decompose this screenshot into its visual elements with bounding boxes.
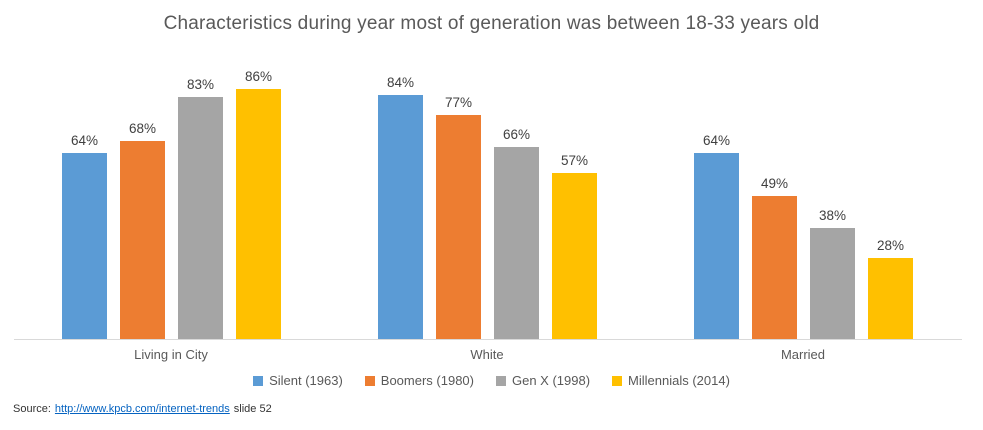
bar-boomers-1980 <box>120 141 165 339</box>
legend-item-boomers-1980: Boomers (1980) <box>364 373 474 388</box>
legend-swatch-icon <box>612 375 623 386</box>
source-link[interactable]: http://www.kpcb.com/internet-trends <box>54 403 230 415</box>
bar-cell: 77% <box>436 48 481 339</box>
legend-label: Gen X (1998) <box>512 373 591 388</box>
bar-cell: 68% <box>120 48 165 339</box>
bar-group-0: 64% 68% 83% 86% <box>62 48 281 339</box>
bar-cell: 64% <box>694 48 739 339</box>
bar-cell: 84% <box>378 48 423 339</box>
bar-data-label: 57% <box>560 153 589 169</box>
bar-data-label: 64% <box>70 132 99 148</box>
chart-title: Characteristics during year most of gene… <box>163 13 820 34</box>
bar-data-label: 77% <box>444 94 473 110</box>
bar-group-1: 84% 77% 66% 57% <box>378 48 597 339</box>
bar-data-label: 38% <box>818 208 847 224</box>
bar-gen-x-1998 <box>178 97 223 339</box>
bar-cell: 57% <box>552 48 597 339</box>
bar-silent-1963 <box>694 152 739 339</box>
category-label-white: White <box>470 347 504 362</box>
bar-data-label: 49% <box>760 176 789 192</box>
bar-millennials-2014 <box>236 88 281 339</box>
chart-legend: Silent (1963) Boomers (1980) Gen X (1998) M… <box>0 373 983 388</box>
bar-millennials-2014 <box>868 257 913 339</box>
bar-cell: 28% <box>868 48 913 339</box>
legend-item-gen-x-1998: Gen X (1998) <box>496 373 590 388</box>
bar-cell: 49% <box>752 48 797 339</box>
category-label-married: Married <box>780 347 826 362</box>
bar-group-2: 64% 49% 38% 28% <box>694 48 913 339</box>
bar-data-label: 68% <box>128 121 157 137</box>
bar-data-label: 64% <box>702 132 731 148</box>
legend-swatch-icon <box>364 375 375 386</box>
legend-label: Boomers (1980) <box>380 373 474 388</box>
bar-data-label: 86% <box>244 68 273 84</box>
legend-label: Millennials (2014) <box>628 373 730 388</box>
legend-swatch-icon <box>496 375 506 386</box>
bar-cell: 83% <box>178 48 223 339</box>
bar-silent-1963 <box>62 152 107 339</box>
bar-cell: 86% <box>236 48 281 339</box>
bar-data-label: 83% <box>186 77 215 93</box>
legend-item-millennials-2014: Millennials (2014) <box>612 373 730 388</box>
legend-label: Silent (1963) <box>269 373 343 388</box>
legend-item-silent-1963: Silent (1963) <box>253 373 343 388</box>
plot-area: 64% 68% 83% 86% 84% 77% 66% 57% 64% 49% 38% 28% <box>14 48 962 340</box>
bar-gen-x-1998 <box>494 146 539 339</box>
legend-swatch-icon <box>253 375 264 386</box>
bar-gen-x-1998 <box>810 228 855 339</box>
bar-millennials-2014 <box>552 173 597 339</box>
bar-cell: 66% <box>494 48 539 339</box>
source-suffix: slide 52 <box>233 403 272 415</box>
bar-silent-1963 <box>378 94 423 339</box>
source-line: Source: http://www.kpcb.com/internet-tren… <box>13 403 272 415</box>
category-label-living-in-city: Living in City <box>134 347 208 362</box>
bar-boomers-1980 <box>752 196 797 339</box>
bar-data-label: 28% <box>876 237 905 253</box>
source-prefix: Source: <box>13 403 51 415</box>
x-axis-category-labels: Living in City White Married <box>14 347 962 365</box>
bar-data-label: 84% <box>386 74 415 90</box>
bar-cell: 64% <box>62 48 107 339</box>
bar-cell: 38% <box>810 48 855 339</box>
bar-boomers-1980 <box>436 114 481 339</box>
bar-data-label: 66% <box>502 126 531 142</box>
